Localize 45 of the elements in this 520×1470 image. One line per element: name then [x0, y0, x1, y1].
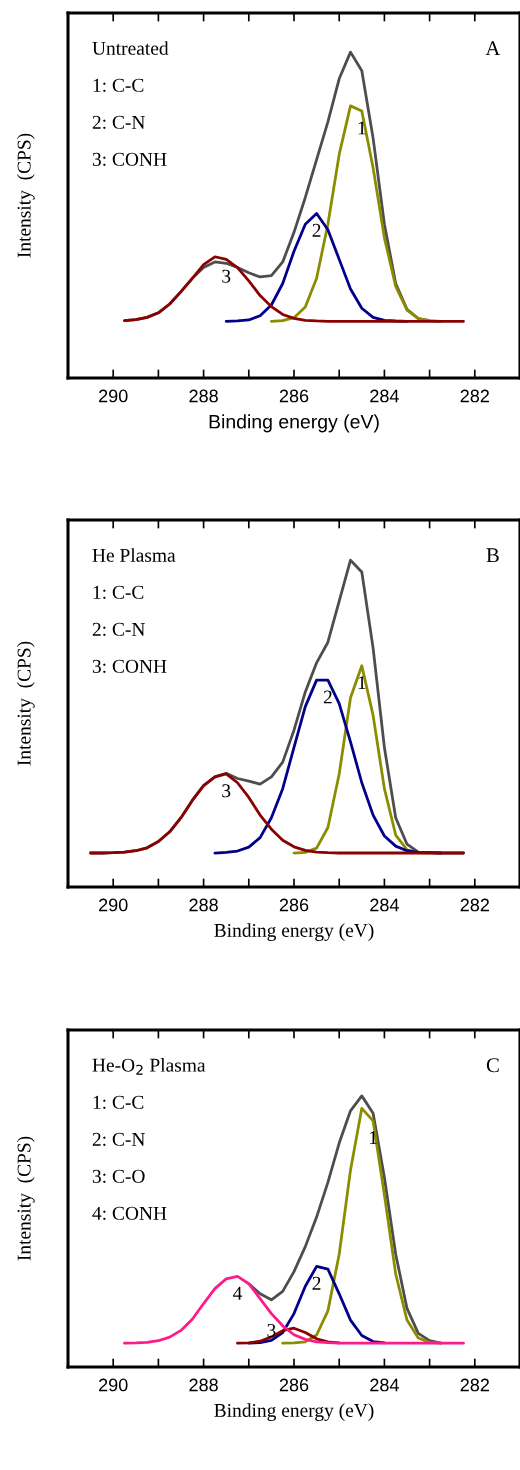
annotation: Untreated [92, 41, 169, 55]
annotation: 3: C-O [92, 1169, 145, 1183]
y-axis-title: Intensity (CPS) [16, 641, 35, 766]
annotation: 3 [267, 1323, 276, 1337]
x-tick-label: 282 [460, 389, 489, 403]
x-axis-title: Binding energy (eV) [214, 1403, 374, 1421]
x-tick-label: 288 [189, 898, 218, 912]
x-tick-label: 286 [279, 898, 309, 912]
x-axis-title: Binding energy (eV) [214, 923, 374, 941]
annotation: 2 [323, 690, 332, 704]
chart-title: A [485, 41, 501, 56]
x-tick-label: 282 [460, 1378, 489, 1392]
chart-title: B [486, 548, 499, 563]
annotation: 3: CONH [92, 152, 167, 166]
x-tick-label: 286 [279, 389, 309, 403]
x-tick-label: 290 [99, 389, 128, 403]
annotation: 2: C-N [92, 622, 145, 636]
annotation: 4: CONH [92, 1206, 167, 1220]
y-axis-title: Intensity (CPS) [16, 1136, 35, 1261]
x-tick-label: 290 [99, 898, 128, 912]
text: He-O$_{2}$ Plasma [92, 1058, 206, 1075]
x-tick-label: 284 [370, 1378, 399, 1392]
x-tick-label: 290 [99, 1378, 128, 1392]
y-axis-title: Intensity (CPS) [16, 133, 35, 258]
chart-title: C [486, 1058, 499, 1073]
annotation: 1: C-C [93, 78, 144, 92]
annotation: 3 [222, 269, 231, 283]
x-tick-label: 284 [370, 389, 399, 403]
annotation: 1: C-C [93, 585, 144, 599]
annotation: 1: C-C [93, 1095, 144, 1109]
annotation: 1 [358, 121, 366, 135]
annotation: 2: C-N [92, 115, 145, 129]
x-axis-title: Binding energy (eV) [209, 414, 379, 433]
annotation: He Plasma [92, 548, 176, 562]
annotation: 3: CONH [92, 659, 167, 673]
x-tick-label: 284 [370, 898, 399, 912]
x-tick-label: 286 [279, 1378, 309, 1392]
annotation: 2: C-N [92, 1132, 145, 1146]
x-tick-label: 282 [460, 898, 489, 912]
annotation: 2 [312, 1276, 321, 1290]
annotation: 3 [222, 784, 231, 798]
x-tick-label: 288 [189, 389, 218, 403]
annotation: 4 [233, 1286, 243, 1300]
x-tick-label: 288 [189, 1378, 218, 1392]
annotation: 2 [312, 223, 321, 237]
